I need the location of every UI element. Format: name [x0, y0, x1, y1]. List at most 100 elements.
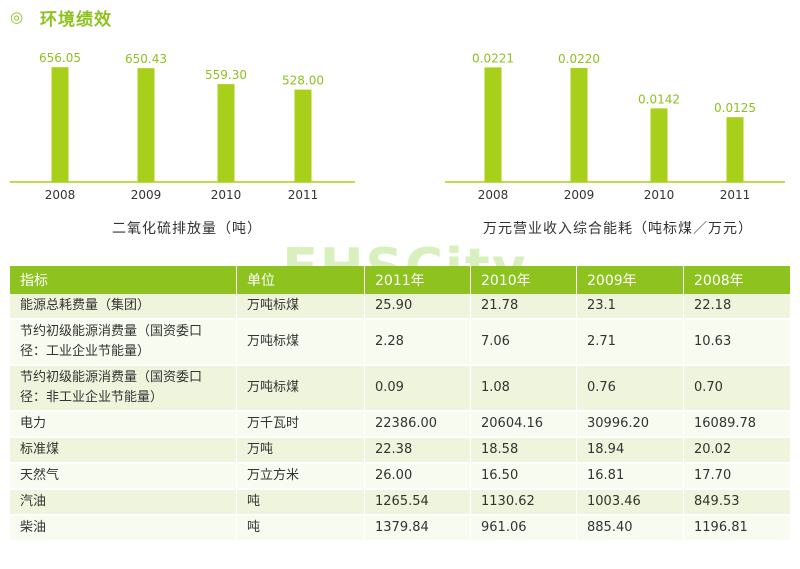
row-label: 标准煤	[10, 438, 237, 464]
row-unit: 吨	[237, 490, 365, 516]
cell-2008: 17.70	[684, 464, 791, 490]
energy-intensity-chart: 0.0221 2008 0.0220 2009 0.0142 2010 0.0125 2011	[445, 51, 785, 202]
x-tick-label-2008: 2008	[45, 188, 76, 202]
row-label-line: 标准煤	[20, 442, 60, 457]
cell-2011: 25.90	[365, 294, 471, 320]
data-label-2010: 559.30	[205, 68, 247, 82]
cell-2009: 30996.20	[577, 412, 684, 438]
cell-2011: 0.09	[365, 366, 471, 412]
cell-2011: 1265.54	[365, 490, 471, 516]
row-label: 汽油	[10, 490, 237, 516]
data-label-2008: 656.05	[39, 51, 81, 65]
bar-2009	[137, 68, 155, 182]
bar-2010	[217, 84, 235, 182]
data-label-2009: 650.43	[125, 52, 167, 66]
x-tick-label-2009: 2009	[564, 188, 595, 202]
data-label-2011: 0.0125	[714, 101, 756, 115]
header-2009: 2009年	[577, 266, 684, 294]
row-label-line: 能源总耗费量（集团）	[20, 298, 151, 313]
cell-2008: 22.18	[684, 294, 791, 320]
bar-2010	[650, 108, 668, 182]
cell-2009: 23.1	[577, 294, 684, 320]
table-row: 能源总耗费量（集团） 万吨标煤 25.90 21.78 23.1 22.18	[10, 294, 791, 320]
row-label-line: 汽油	[20, 494, 47, 509]
cell-2010: 1130.62	[471, 490, 577, 516]
row-unit: 吨	[237, 516, 365, 542]
bar-2009	[570, 67, 588, 182]
row-label: 节约初级能源消费量（国资委口 径：工业企业节能量）	[10, 320, 237, 366]
table-row: 天然气 万立方米 26.00 16.50 16.81 17.70	[10, 464, 791, 490]
cell-2011: 2.28	[365, 320, 471, 366]
bar-2008	[484, 67, 502, 182]
row-unit: 万吨	[237, 438, 365, 464]
cell-2009: 2.71	[577, 320, 684, 366]
table-row: 柴油 吨 1379.84 961.06 885.40 1196.81	[10, 516, 791, 542]
row-label: 电力	[10, 412, 237, 438]
cell-2010: 1.08	[471, 366, 577, 412]
header-indicator: 指标	[10, 266, 237, 294]
header-unit: 单位	[237, 266, 365, 294]
row-label: 能源总耗费量（集团）	[10, 294, 237, 320]
header-2011: 2011年	[365, 266, 471, 294]
section-title: 环境绩效	[40, 9, 112, 30]
table-row: 电力 万千瓦时 22386.00 20604.16 30996.20 16089.78	[10, 412, 791, 438]
row-label-line: 径：非工业企业节能量）	[20, 390, 164, 405]
energy-data-table: 指标 单位 2011年 2010年 2009年 2008年 能源总耗费量（集团）…	[10, 266, 791, 542]
cell-2009: 18.94	[577, 438, 684, 464]
cell-2010: 16.50	[471, 464, 577, 490]
so2-emission-chart: 656.05 2008 650.43 2009 559.30 2010 528.00 2011	[10, 51, 355, 202]
cell-2010: 7.06	[471, 320, 577, 366]
header-2008: 2008年	[684, 266, 791, 294]
cell-2008: 849.53	[684, 490, 791, 516]
table-row: 标准煤 万吨 22.38 18.58 18.94 20.02	[10, 438, 791, 464]
x-tick-label-2010: 2010	[211, 188, 242, 202]
cell-2011: 26.00	[365, 464, 471, 490]
bullet-icon: ◎	[10, 8, 24, 26]
table-row: 节约初级能源消费量（国资委口 径：非工业企业节能量） 万吨标煤 0.09 1.08 0.7…	[10, 366, 791, 412]
cell-2011: 1379.84	[365, 516, 471, 542]
cell-2011: 22386.00	[365, 412, 471, 438]
x-tick-label-2011: 2011	[720, 188, 751, 202]
row-unit: 万立方米	[237, 464, 365, 490]
row-label: 天然气	[10, 464, 237, 490]
table-row: 节约初级能源消费量（国资委口 径：工业企业节能量） 万吨标煤 2.28 7.06 2.71…	[10, 320, 791, 366]
row-label-line: 节约初级能源消费量（国资委口	[20, 370, 203, 385]
data-label-2008: 0.0221	[472, 51, 514, 65]
cell-2010: 18.58	[471, 438, 577, 464]
cell-2010: 961.06	[471, 516, 577, 542]
row-label-line: 天然气	[20, 468, 60, 483]
row-unit: 万吨标煤	[237, 366, 365, 412]
row-unit: 万吨标煤	[237, 294, 365, 320]
row-label-line: 电力	[20, 416, 47, 431]
header-2010: 2010年	[471, 266, 577, 294]
cell-2009: 885.40	[577, 516, 684, 542]
section-header: ◎ 环境绩效	[10, 4, 112, 30]
row-label-line: 柴油	[20, 520, 47, 535]
cell-2008: 10.63	[684, 320, 791, 366]
row-label: 节约初级能源消费量（国资委口 径：非工业企业节能量）	[10, 366, 237, 412]
data-label-2009: 0.0220	[558, 52, 600, 66]
energy-chart-title: 万元营业收入综合能耗（吨标煤／万元）	[483, 221, 753, 237]
bar-2008	[51, 67, 69, 182]
cell-2008: 16089.78	[684, 412, 791, 438]
row-label-line: 径：工业企业节能量）	[20, 344, 151, 359]
bar-2011	[726, 117, 744, 182]
x-tick-label-2010: 2010	[644, 188, 675, 202]
row-unit: 万千瓦时	[237, 412, 365, 438]
so2-chart-title: 二氧化硫排放量（吨）	[112, 221, 262, 237]
data-label-2011: 528.00	[282, 74, 324, 88]
x-tick-label-2009: 2009	[131, 188, 162, 202]
x-tick-label-2008: 2008	[478, 188, 509, 202]
cell-2009: 0.76	[577, 366, 684, 412]
data-label-2010: 0.0142	[638, 92, 680, 106]
cell-2008: 20.02	[684, 438, 791, 464]
table-row: 汽油 吨 1265.54 1130.62 1003.46 849.53	[10, 490, 791, 516]
table-header-row: 指标 单位 2011年 2010年 2009年 2008年	[10, 266, 791, 294]
cell-2010: 21.78	[471, 294, 577, 320]
cell-2011: 22.38	[365, 438, 471, 464]
x-tick-label-2011: 2011	[288, 188, 319, 202]
row-label-line: 节约初级能源消费量（国资委口	[20, 324, 203, 339]
cell-2009: 16.81	[577, 464, 684, 490]
cell-2010: 20604.16	[471, 412, 577, 438]
cell-2008: 0.70	[684, 366, 791, 412]
